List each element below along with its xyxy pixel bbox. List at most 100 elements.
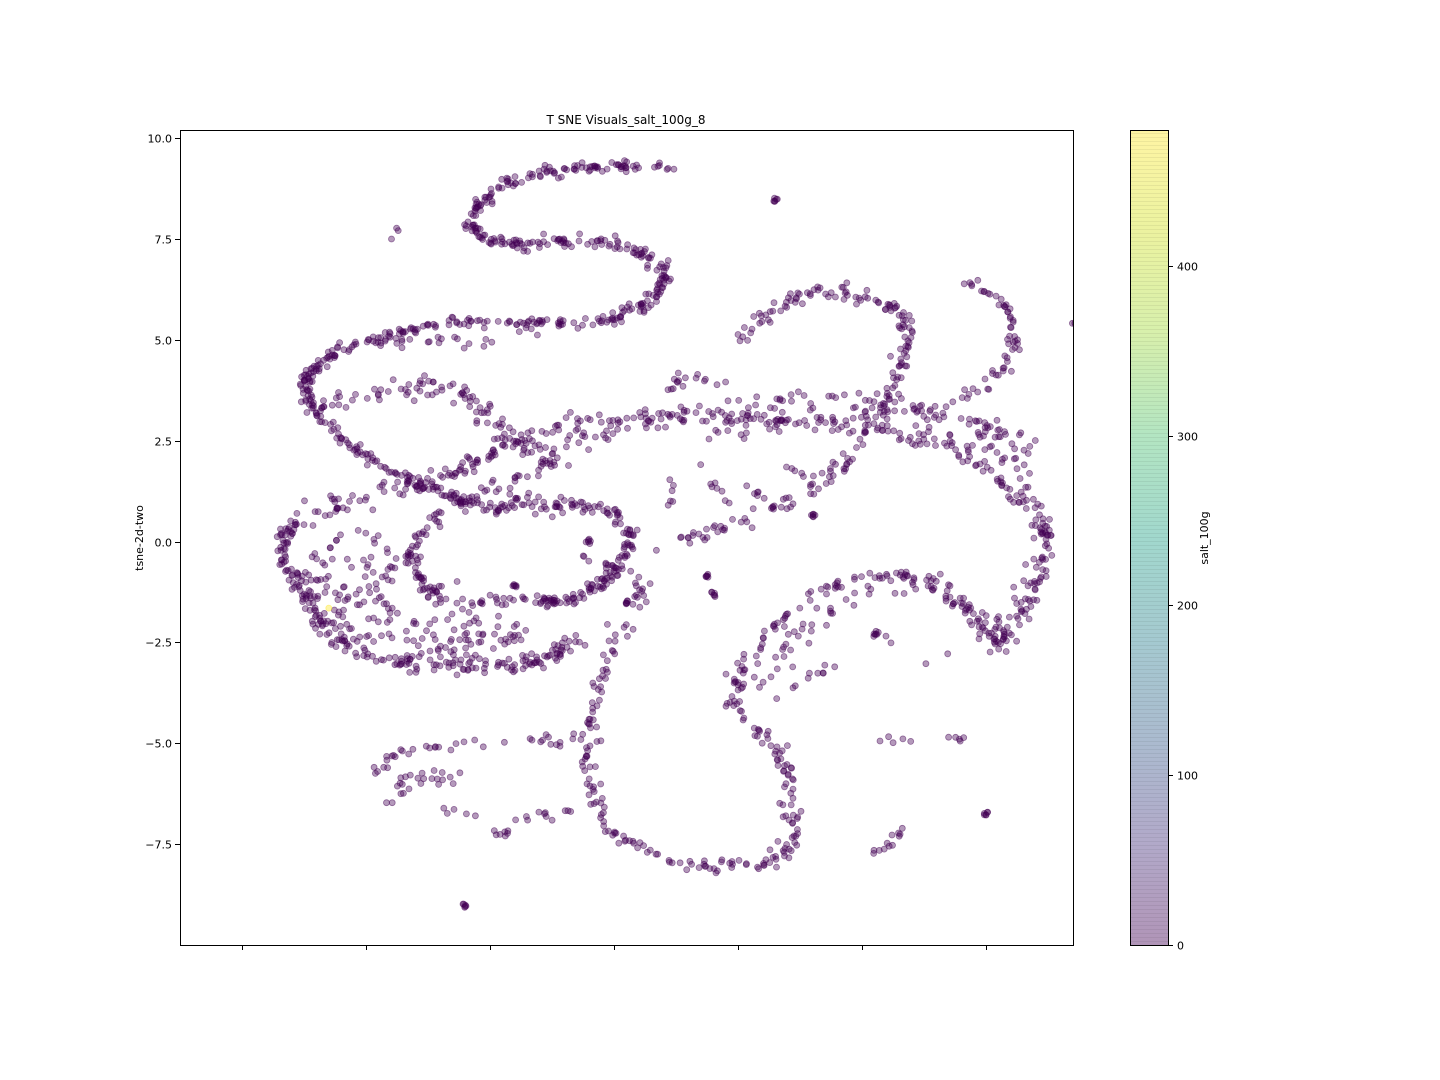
scatter-point: [980, 288, 988, 296]
scatter-point: [968, 282, 976, 290]
scatter-point: [995, 618, 1003, 626]
scatter-point: [371, 458, 379, 466]
scatter-point: [829, 458, 837, 466]
scatter-point: [457, 465, 464, 473]
scatter-point: [879, 411, 887, 419]
scatter-point: [505, 238, 513, 246]
scatter-point: [697, 461, 705, 469]
scatter-point: [1013, 637, 1020, 645]
scatter-point: [827, 604, 834, 612]
scatter-point: [343, 620, 351, 628]
scatter-point: [807, 400, 815, 407]
scatter-point: [1027, 579, 1035, 587]
scatter-point: [950, 600, 957, 608]
scatter-point: [540, 230, 547, 238]
scatter-point: [832, 394, 840, 402]
scatter-point: [328, 401, 336, 409]
scatter-point: [838, 283, 846, 291]
scatter-point: [984, 385, 992, 393]
scatter-point: [668, 859, 676, 867]
scatter-point: [349, 492, 356, 499]
scatter-point: [563, 443, 570, 451]
scatter-point: [897, 355, 905, 363]
scatter-point: [752, 401, 759, 409]
scatter-point: [647, 301, 655, 309]
scatter-point: [398, 344, 406, 352]
scatter-point: [426, 656, 434, 664]
scatter-point: [494, 623, 502, 631]
scatter-point: [1022, 483, 1030, 491]
scatter-point: [370, 614, 378, 622]
scatter-point: [506, 434, 514, 442]
scatter-point: [998, 459, 1006, 467]
scatter-point: [624, 303, 631, 311]
scatter-point: [974, 276, 982, 284]
scatter-point: [419, 322, 427, 330]
scatter-point: [465, 340, 473, 348]
scatter-point: [718, 408, 725, 416]
scatter-point: [490, 448, 498, 456]
scatter-point: [840, 467, 848, 475]
scatter-point: [585, 535, 593, 543]
scatter-point: [743, 518, 751, 526]
scatter-point: [339, 504, 347, 512]
scatter-point: [448, 313, 456, 321]
scatter-point: [1028, 521, 1036, 529]
scatter-point: [799, 300, 806, 308]
scatter-point: [601, 828, 609, 835]
scatter-point: [537, 505, 545, 513]
scatter-point: [500, 738, 508, 746]
scatter-point: [569, 590, 577, 598]
scatter-point: [470, 617, 478, 625]
scatter-point: [543, 167, 551, 175]
scatter-point: [595, 411, 603, 419]
scatter-point: [861, 396, 869, 404]
scatter-point: [585, 791, 593, 799]
scatter-point: [849, 455, 856, 463]
scatter-point: [965, 420, 973, 428]
scatter-point: [453, 335, 461, 343]
scatter-point: [659, 284, 667, 292]
scatter-point: [648, 414, 656, 422]
scatter-point: [807, 490, 814, 498]
scatter-point: [320, 617, 328, 625]
scatter-point: [542, 731, 550, 738]
scatter-point: [554, 237, 561, 245]
scatter-point: [604, 436, 612, 444]
scatter-point: [518, 178, 525, 186]
scatter-point: [505, 424, 513, 432]
scatter-point: [459, 595, 467, 603]
scatter-point: [722, 378, 729, 386]
scatter-point: [1030, 555, 1038, 563]
scatter-point: [316, 630, 324, 638]
scatter-point: [728, 858, 736, 865]
scatter-point: [653, 293, 661, 301]
scatter-point: [673, 378, 681, 386]
scatter-point: [702, 572, 710, 580]
scatter-point: [676, 859, 684, 867]
scatter-point: [417, 780, 425, 787]
scatter-point: [609, 309, 617, 317]
scatter-point: [718, 856, 726, 864]
scatter-point: [907, 334, 915, 341]
scatter-point: [326, 511, 334, 519]
scatter-point: [398, 337, 406, 345]
scatter-point: [509, 443, 517, 451]
scatter-point: [423, 524, 431, 531]
scatter-point: [289, 571, 297, 579]
scatter-point: [384, 388, 392, 395]
scatter-point: [612, 564, 620, 572]
scatter-point: [683, 866, 691, 874]
scatter-point: [597, 418, 605, 426]
scatter-point: [463, 386, 471, 394]
scatter-point: [412, 329, 420, 337]
scatter-point: [600, 507, 608, 515]
scatter-point: [369, 506, 377, 514]
scatter-point: [346, 497, 353, 505]
scatter-point: [979, 624, 987, 632]
scatter-point: [577, 589, 584, 596]
y-tick-label: −2.5: [145, 637, 172, 650]
scatter-point: [875, 299, 883, 307]
scatter-point: [339, 613, 347, 621]
scatter-point: [897, 345, 904, 353]
